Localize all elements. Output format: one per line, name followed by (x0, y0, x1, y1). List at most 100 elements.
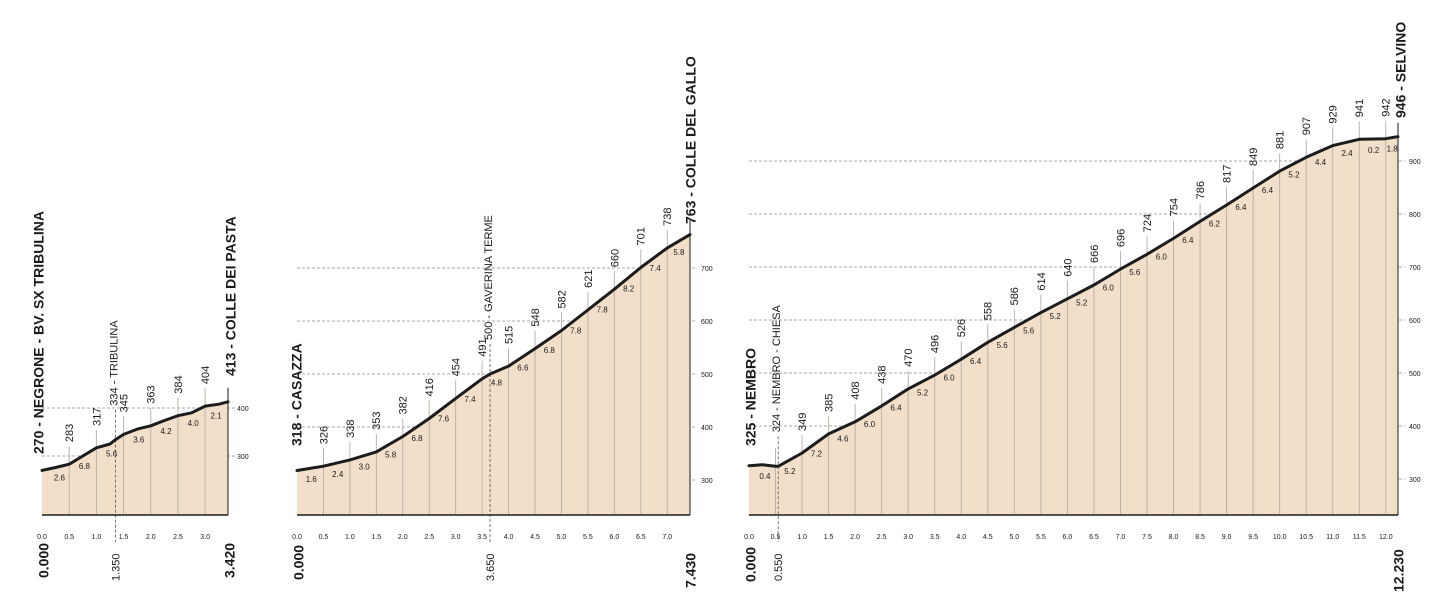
gradient-label: 7.8 (597, 306, 609, 315)
waypoint-distance: 0.550 (773, 553, 785, 581)
elevation-label: 881 (1275, 131, 1287, 149)
x-tick-label: 3.5 (477, 534, 487, 541)
y-tick-label: 300 (237, 454, 249, 461)
gradient-label: 5.6 (997, 341, 1009, 350)
elevation-label: 696 (1115, 229, 1127, 247)
end-distance-label: 12.230 (1391, 549, 1407, 592)
y-tick-label: 700 (701, 266, 713, 273)
gradient-label: 5.2 (917, 388, 929, 397)
waypoint-distance: 3.650 (485, 553, 497, 581)
x-tick-label: 0.0 (744, 534, 754, 541)
y-tick-label: 400 (701, 425, 713, 432)
x-tick-label: 7.0 (1116, 534, 1126, 541)
elevation-label: 786 (1195, 181, 1207, 199)
gradient-label: 6.6 (517, 364, 529, 373)
y-tick-label: 300 (701, 478, 713, 485)
x-tick-label: 0.5 (319, 534, 329, 541)
gradient-label: 6.4 (1182, 236, 1194, 245)
profile-1: 300 400 334 - TRIBULINA 1.350 283 317 345 363 38… (31, 211, 249, 581)
x-tick-label: 2.0 (146, 534, 156, 541)
end-distance-label: 7.430 (683, 553, 699, 588)
x-tick-label: 1.0 (797, 534, 807, 541)
gradient-label: 5.2 (1050, 312, 1062, 321)
x-tick-label: 8.0 (1169, 534, 1179, 541)
gradient-label: 5.6 (1129, 268, 1141, 277)
gradient-label: 6.4 (970, 357, 982, 366)
elevation-label: 317 (91, 407, 103, 425)
elevation-label: 548 (530, 308, 542, 326)
gradient-label: 6.0 (943, 374, 955, 383)
gradient-label: 4.6 (837, 434, 849, 443)
x-tick-label: 2.0 (850, 534, 860, 541)
elevation-label: 283 (64, 424, 76, 442)
elevation-label: 640 (1062, 258, 1074, 276)
elevation-label: 353 (371, 412, 383, 430)
gradient-label: 2.4 (1341, 149, 1353, 158)
elevation-label: 345 (118, 394, 130, 412)
elevation-label: 907 (1301, 117, 1313, 135)
x-tick-label: 10.0 (1273, 534, 1287, 541)
x-tick-label: 4.5 (983, 534, 993, 541)
gradient-label: 6.4 (1262, 186, 1274, 195)
gradient-label: 5.8 (385, 451, 397, 460)
x-tick-label: 5.5 (1036, 534, 1046, 541)
start-location-label: 325 - NEMBRO (743, 348, 759, 446)
x-tick-label: 6.0 (1063, 534, 1073, 541)
elevation-label: 621 (583, 270, 595, 288)
end-location-label: 763 - COLLE DEL GALLO (683, 56, 699, 224)
gradient-label: 7.4 (464, 395, 476, 404)
x-tick-label: 1.0 (92, 534, 102, 541)
start-distance-label: 0.000 (291, 545, 307, 580)
gradient-label: 5.6 (1023, 326, 1035, 335)
profile-3: 300 400 500 600 700 800 900 324 - NEMBRO - CHIE… (743, 22, 1421, 592)
elevation-label: 438 (877, 366, 889, 384)
gradient-label: 6.0 (1156, 253, 1168, 262)
x-tick-label: 7.0 (662, 534, 672, 541)
elevation-label: 526 (956, 319, 968, 337)
elevation-area (297, 234, 690, 515)
x-tick-label: 3.5 (930, 534, 940, 541)
x-tick-label: 9.5 (1248, 534, 1258, 541)
x-tick-label: 3.0 (903, 534, 913, 541)
elevation-label: 666 (1089, 245, 1101, 263)
y-tick-label: 800 (1409, 212, 1421, 219)
gradient-label: 6.0 (864, 420, 876, 429)
gradient-label: 2.4 (332, 470, 344, 479)
elevation-label: 558 (983, 302, 995, 320)
elevation-label: 326 (318, 426, 330, 444)
x-tick-label: 0.5 (771, 534, 781, 541)
elevation-label: 349 (797, 413, 809, 431)
gradient-label: 7.2 (811, 450, 823, 459)
waypoint-label: 324 - NEMBRO - CHIESA (771, 304, 783, 432)
elevation-profile-line (295, 233, 692, 472)
x-tick-label: 1.0 (345, 534, 355, 541)
elevation-label: 724 (1142, 214, 1154, 232)
x-tick-label: 0.5 (64, 534, 74, 541)
end-distance-label: 3.420 (222, 543, 238, 578)
y-tick-label: 900 (1409, 159, 1421, 166)
waypoint-label: 334 - TRIBULINA (108, 320, 120, 406)
waypoint-distance: 1.350 (110, 553, 122, 581)
gradient-label: 2.1 (210, 412, 222, 421)
gradient-label: 5.6 (106, 450, 118, 459)
gradient-label: 0.2 (1368, 146, 1380, 155)
x-tick-label: 3.0 (451, 534, 461, 541)
gradient-label: 8.2 (623, 284, 635, 293)
y-tick-label: 400 (1409, 424, 1421, 431)
waypoint-label: 500 - GAVERINA TERME (483, 215, 495, 340)
gradient-label: 0.4 (759, 472, 771, 481)
elevation-label: 817 (1222, 165, 1234, 183)
x-tick-label: 6.0 (609, 534, 619, 541)
gradient-label: 6.8 (544, 346, 556, 355)
x-tick-label: 10.5 (1299, 534, 1313, 541)
y-tick-label: 500 (701, 372, 713, 379)
x-tick-label: 2.0 (398, 534, 408, 541)
elevation-label: 408 (850, 381, 862, 399)
x-tick-label: 5.0 (557, 534, 567, 541)
elevation-area (42, 401, 228, 515)
x-tick-label: 1.5 (824, 534, 834, 541)
gradient-label: 6.8 (412, 434, 424, 443)
x-tick-label: 1.5 (119, 534, 129, 541)
y-tick-label: 600 (1409, 318, 1421, 325)
